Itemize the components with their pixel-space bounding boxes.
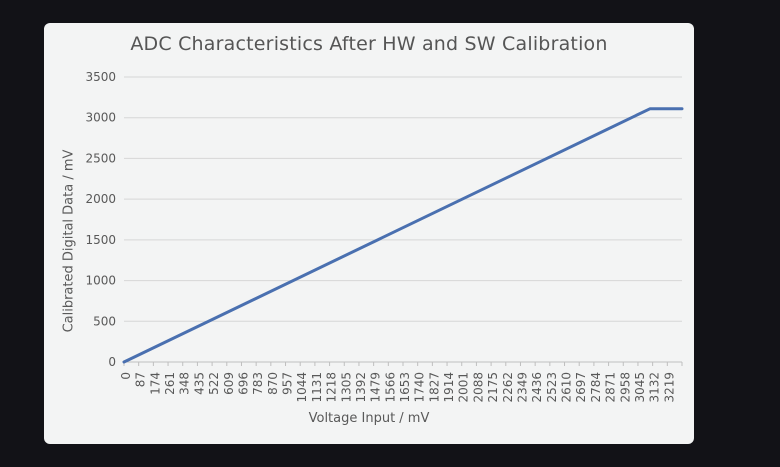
x-tick-label: 2349 xyxy=(515,372,529,403)
x-tick-label: 3045 xyxy=(633,372,647,403)
y-tick-label: 0 xyxy=(108,355,116,369)
x-tick-label: 957 xyxy=(281,372,295,395)
x-tick-label: 435 xyxy=(192,372,206,395)
y-tick-label: 2000 xyxy=(85,192,116,206)
x-axis-label: Voltage Input / mV xyxy=(308,411,430,426)
x-tick-label: 2262 xyxy=(501,372,515,403)
x-tick-label: 2697 xyxy=(574,372,588,403)
y-tick-label: 500 xyxy=(93,314,116,328)
x-tick-label: 1914 xyxy=(442,372,456,403)
axes xyxy=(123,361,683,366)
x-tick-label: 87 xyxy=(134,372,148,387)
chart-card: 0 500 1000 1500 2000 2500 3000 3500 0 87 174 261 34… xyxy=(44,23,694,444)
x-tick-label: 522 xyxy=(207,372,221,395)
x-tick-label: 0 xyxy=(119,372,133,380)
y-tick-label: 1500 xyxy=(85,233,116,247)
x-tick-label: 2610 xyxy=(560,372,574,403)
x-tick-label: 696 xyxy=(236,372,250,395)
x-tick-label: 1305 xyxy=(339,372,353,403)
x-tick-label: 1653 xyxy=(398,372,412,403)
x-tick-label: 3219 xyxy=(662,372,676,403)
y-tick-label: 3500 xyxy=(85,70,116,84)
y-tick-labels: 0 500 1000 1500 2000 2500 3000 3500 xyxy=(85,70,116,369)
x-tick-label: 1044 xyxy=(295,372,309,403)
x-tick-label: 2523 xyxy=(545,372,559,403)
x-tick-label: 261 xyxy=(163,372,177,395)
x-tick-labels: 0 87 174 261 348 435 522 609 696 783 870 957 1044 113… xyxy=(119,372,676,403)
x-tick-label: 1479 xyxy=(369,372,383,403)
x-tick-label: 870 xyxy=(266,372,280,395)
y-tick-label: 2500 xyxy=(85,151,116,165)
chart-title: ADC Characteristics After HW and SW Cali… xyxy=(130,33,608,55)
x-tick-label: 1827 xyxy=(427,372,441,403)
x-tick-label: 1566 xyxy=(383,372,397,403)
x-tick-label: 2871 xyxy=(604,372,618,403)
x-tick-label: 2784 xyxy=(589,372,603,403)
x-tick-label: 3132 xyxy=(648,372,662,403)
x-tick-label: 609 xyxy=(222,372,236,395)
x-tick-label: 348 xyxy=(178,372,192,395)
x-tick-label: 2088 xyxy=(471,372,485,403)
y-tick-label: 1000 xyxy=(85,274,116,288)
x-tick-label: 174 xyxy=(148,372,162,395)
x-tick-label: 2175 xyxy=(486,372,500,403)
series-line xyxy=(122,107,684,364)
gridlines xyxy=(124,76,682,322)
series-lines xyxy=(122,107,684,364)
x-tick-label: 2436 xyxy=(530,372,544,403)
x-tick-label: 1218 xyxy=(325,372,339,403)
x-tick-label: 1740 xyxy=(413,372,427,403)
x-tick-label: 2001 xyxy=(457,372,471,403)
x-tick-label: 783 xyxy=(251,372,265,395)
x-tick-label: 1392 xyxy=(354,372,368,403)
x-tick-label: 2958 xyxy=(618,372,632,403)
y-axis-label: Calibrated Digital Data / mV xyxy=(61,149,77,333)
y-tick-label: 3000 xyxy=(85,111,116,125)
x-tick-label: 1131 xyxy=(310,372,324,403)
